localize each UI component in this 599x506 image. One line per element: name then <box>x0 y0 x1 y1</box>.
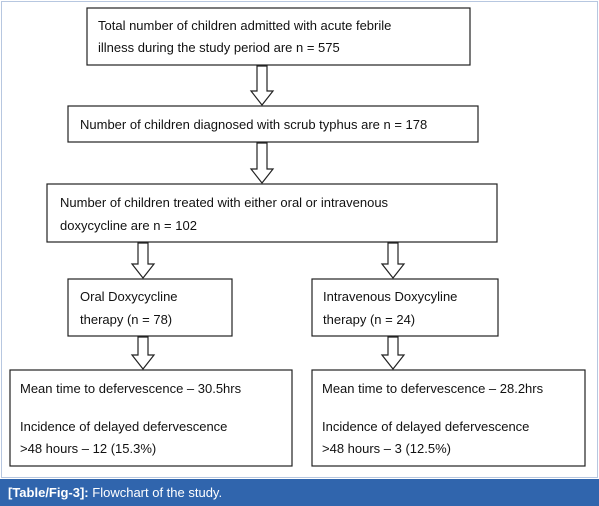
node-box <box>311 278 499 337</box>
node-text: >48 hours – 12 (15.3%) <box>20 441 156 456</box>
node-box <box>46 183 498 243</box>
caption-text: Flowchart of the study. <box>92 485 223 500</box>
caption-label: [Table/Fig-3]: <box>8 485 89 500</box>
node-box <box>9 369 293 467</box>
frame <box>1 1 598 478</box>
node-text: Number of children treated with either o… <box>60 195 389 210</box>
node-text: therapy (n = 78) <box>80 312 172 327</box>
node-box <box>67 105 479 143</box>
node-box <box>67 278 233 337</box>
arrow <box>130 242 156 279</box>
arrow <box>380 336 406 370</box>
node-box <box>311 369 586 467</box>
arrow <box>249 142 275 184</box>
arrow <box>130 336 156 370</box>
node-text: doxycycline are n = 102 <box>60 218 197 233</box>
node-box <box>86 7 471 66</box>
node-text: illness during the study period are n = … <box>98 40 340 55</box>
flowchart: Total number of children admitted with a… <box>1 1 598 478</box>
node-text: Oral Doxycycline <box>80 289 178 304</box>
node-text: Mean time to defervescence – 28.2hrs <box>322 381 544 396</box>
arrow <box>380 242 406 279</box>
node-text: Incidence of delayed defervescence <box>322 419 529 434</box>
node-text: therapy (n = 24) <box>323 312 415 327</box>
node-text: >48 hours – 3 (12.5%) <box>322 441 451 456</box>
node-text: Number of children diagnosed with scrub … <box>80 117 427 132</box>
arrow <box>249 65 275 106</box>
node-text: Intravenous Doxycyline <box>323 289 457 304</box>
node-text: Incidence of delayed defervescence <box>20 419 227 434</box>
caption: [Table/Fig-3]: Flowchart of the study. <box>0 479 599 506</box>
node-text: Total number of children admitted with a… <box>98 18 391 33</box>
node-text: Mean time to defervescence – 30.5hrs <box>20 381 242 396</box>
